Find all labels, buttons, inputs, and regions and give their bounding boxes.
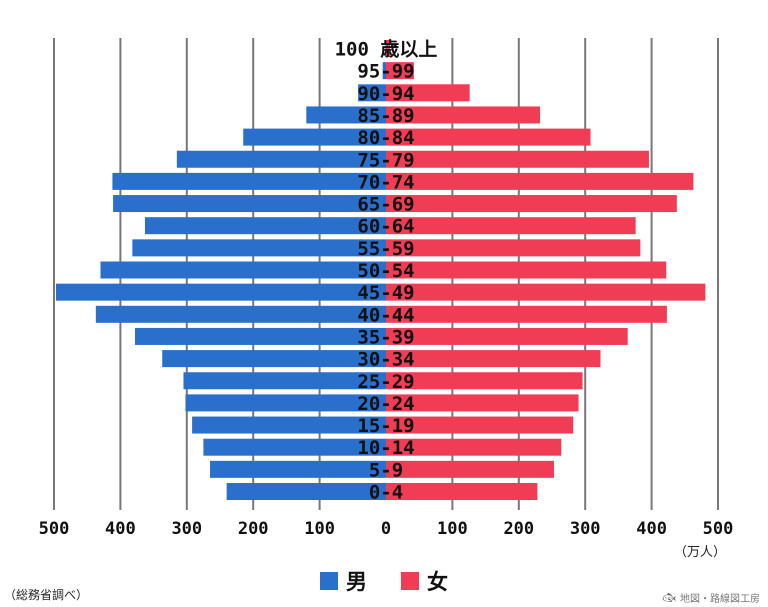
bar-female [386,172,694,190]
bar-female [386,106,541,124]
bar-male [144,217,386,235]
age-band-label: 60-64 [357,216,414,238]
x-tick-label: 0 [381,519,391,539]
x-tick-label: 500 [39,519,70,539]
legend-label-male: 男 [346,570,367,594]
legend: 男 女 [0,566,768,596]
age-band-label: 55-59 [357,238,414,260]
credit: 🐟︎ 地図・路線図工房 [662,590,760,605]
age-band-label: 40-44 [357,304,414,326]
bar-female [386,460,554,478]
age-band-label: 80-84 [357,127,414,149]
bar-male [95,305,386,323]
credit-text: 地図・路線図工房 [680,594,760,605]
bar-female [386,416,574,434]
age-band-label: 90-94 [357,83,414,105]
bar-female [386,150,649,168]
legend-label-female: 女 [427,570,448,594]
bar-male [55,283,386,301]
bar-male [203,438,386,456]
bar-male [243,128,386,146]
bar-female [386,350,601,368]
x-tick-label: 200 [503,519,534,539]
age-band-label: 50-54 [357,260,414,282]
source-note: （総務省調べ） [4,588,89,602]
bar-female [386,483,538,500]
x-tick-label: 100 [437,519,468,539]
bar-female [386,239,641,257]
x-tick-label: 400 [105,519,136,539]
bar-female [386,372,583,390]
bar-female [386,84,470,102]
x-tick-label: 500 [703,519,734,539]
bar-male [382,62,386,80]
bar-male [162,350,386,368]
age-band-label: 10-14 [357,437,414,459]
age-band-label: 100 歳以上 [335,39,438,61]
age-band-label: 45-49 [357,282,414,304]
bar-male [132,239,386,257]
x-tick-label: 100 [304,519,335,539]
bar-female [386,62,414,80]
age-band-label: 85-89 [357,105,414,127]
age-band-label: 15-19 [357,415,414,437]
bar-male [385,40,386,57]
bar-female [386,394,579,412]
bar-female [386,40,390,57]
bar-female [386,195,677,213]
age-band-label: 95-99 [357,61,414,83]
bar-female [386,128,591,146]
bar-female [386,327,628,345]
x-axis-ticks: 500 400 300 200 100 0 100 200 300 400 500 [39,519,734,539]
bar-male [135,327,386,345]
bar-male [306,106,386,124]
bar-female [386,217,636,235]
legend-item-male: 男 [320,566,367,596]
bar-male [358,84,386,102]
bar-female [386,305,667,323]
bar-male [176,150,386,168]
x-tick-label: 200 [238,519,269,539]
legend-swatch-female [401,572,419,590]
x-tick-label: 300 [570,519,601,539]
population-pyramid-chart: 0-45-910-1415-1920-2425-2930-3435-3940-4… [39,38,734,560]
bar-male [226,483,386,500]
x-tick-label: 300 [171,519,202,539]
bar-male [192,416,386,434]
age-band-label: 0-4 [369,482,403,504]
age-band-label: 70-74 [357,171,414,193]
age-band-label: 25-29 [357,371,414,393]
unit-label: （万人） [674,545,726,560]
legend-item-female: 女 [401,566,448,596]
bar-female [386,261,667,279]
age-band-label: 30-34 [357,349,414,371]
legend-swatch-male [320,572,338,590]
bar-male [112,172,386,190]
bar-male [113,195,386,213]
age-band-label: 35-39 [357,326,414,348]
bar-male [210,460,386,478]
bar-female [386,283,706,301]
age-labels: 0-45-910-1415-1920-2425-2930-3435-3940-4… [335,39,438,504]
bar-female [386,438,562,456]
bar-male [185,394,386,412]
age-band-label: 75-79 [357,149,414,171]
bars [55,40,706,500]
age-band-label: 65-69 [357,194,414,216]
age-band-label: 5-9 [369,459,403,481]
fish-mark-icon: 🐟︎ [662,591,676,604]
x-tick-label: 400 [636,519,667,539]
bar-male [183,372,386,390]
age-band-label: 20-24 [357,393,414,415]
bar-male [100,261,386,279]
